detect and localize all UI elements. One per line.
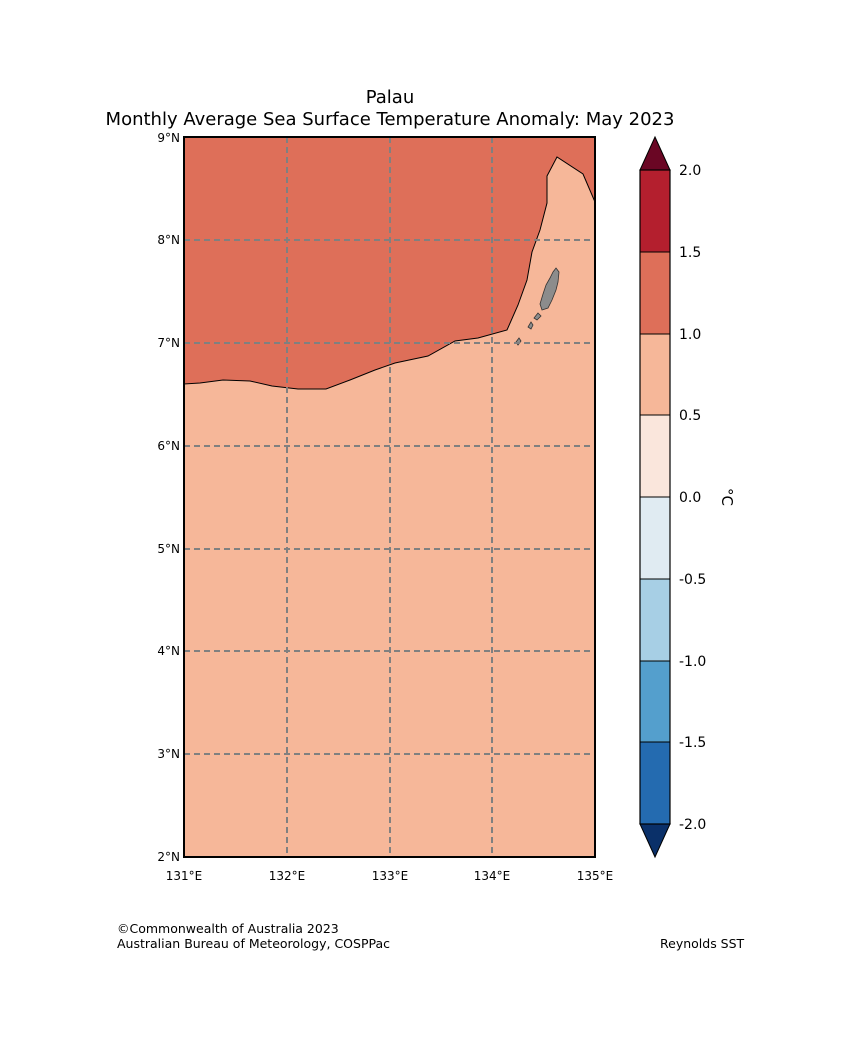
lat-label-8n: 8°N	[157, 233, 180, 247]
colorbar-segment-neg2.0-neg1.5	[640, 742, 670, 824]
lat-label-4n: 4°N	[157, 644, 180, 658]
map-figure: 9°N 8°N 7°N 6°N 5°N 4°N 3°N 2°N 131°E 13…	[0, 0, 846, 1052]
colorbar: 2.0 1.5 1.0 0.5 0.0 -0.5 -1.0 -1.5 -2.0 …	[640, 137, 736, 857]
colorbar-tick-0.5: 0.5	[679, 408, 701, 424]
colorbar-tick-0.0: 0.0	[679, 490, 701, 506]
colorbar-tick-neg0.5: -0.5	[679, 572, 706, 588]
footer-agency: Australian Bureau of Meteorology, COSPPa…	[117, 936, 390, 951]
colorbar-tick-neg1.5: -1.5	[679, 735, 706, 751]
lat-label-6n: 6°N	[157, 439, 180, 453]
footer-copyright: ©Commonwealth of Australia 2023	[117, 921, 390, 936]
map-panel	[184, 137, 595, 857]
lat-label-9n: 9°N	[157, 131, 180, 145]
colorbar-tick-neg1.0: -1.0	[679, 654, 706, 670]
colorbar-extend-top	[640, 137, 670, 170]
lon-label-131e: 131°E	[166, 869, 203, 883]
footer-credits: ©Commonwealth of Australia 2023 Australi…	[117, 921, 390, 951]
colorbar-segment-1.0-1.5	[640, 252, 670, 334]
lon-label-135e: 135°E	[577, 869, 614, 883]
lon-label-132e: 132°E	[269, 869, 306, 883]
colorbar-segment-neg1.0-neg0.5	[640, 579, 670, 661]
colorbar-segment-0.5-1.0	[640, 334, 670, 415]
lat-label-5n: 5°N	[157, 542, 180, 556]
lon-label-134e: 134°E	[474, 869, 511, 883]
colorbar-segment-neg0.5-0.0	[640, 497, 670, 579]
lat-label-7n: 7°N	[157, 336, 180, 350]
colorbar-tick-2.0: 2.0	[679, 163, 701, 179]
colorbar-segment-1.5-2.0	[640, 170, 670, 252]
lon-label-133e: 133°E	[372, 869, 409, 883]
colorbar-tick-1.0: 1.0	[679, 327, 701, 343]
colorbar-extend-bottom	[640, 824, 670, 857]
colorbar-tick-neg2.0: -2.0	[679, 817, 706, 833]
colorbar-tick-1.5: 1.5	[679, 245, 701, 261]
colorbar-unit-label: °C	[718, 488, 736, 506]
colorbar-segment-neg1.5-neg1.0	[640, 661, 670, 742]
lat-label-2n: 2°N	[157, 850, 180, 864]
lat-label-3n: 3°N	[157, 747, 180, 761]
footer-data-source: Reynolds SST	[660, 936, 744, 951]
colorbar-segment-0.0-0.5	[640, 415, 670, 497]
